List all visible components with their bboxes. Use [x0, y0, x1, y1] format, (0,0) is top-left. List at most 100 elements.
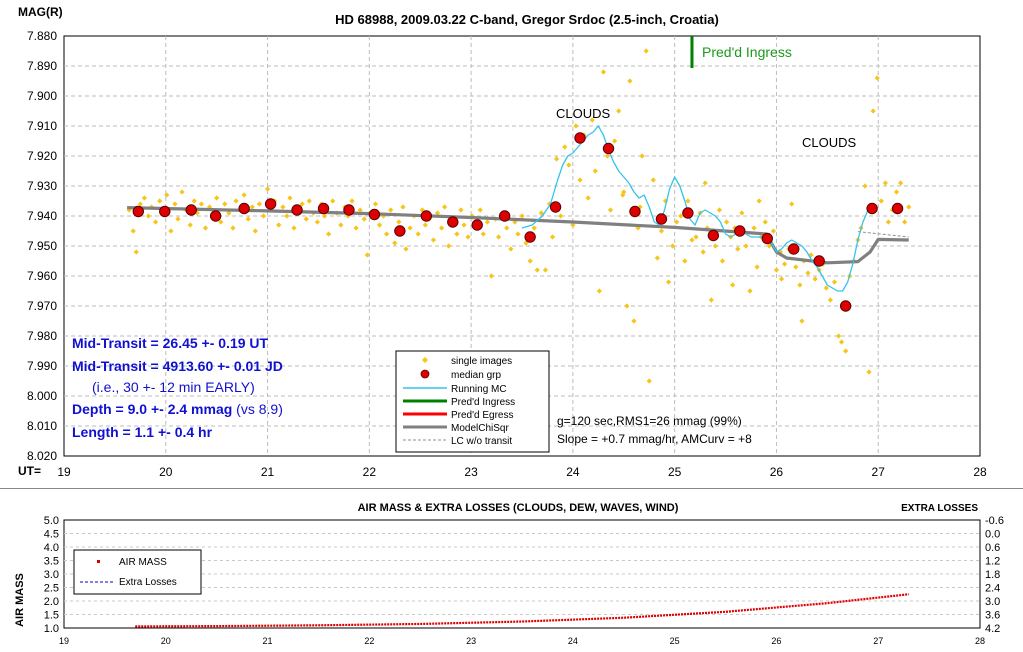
single-image-point: [756, 198, 762, 204]
median-group-point: [394, 225, 406, 237]
median-group-point: [185, 204, 197, 216]
y-tick-labels: 7.880 7.890 7.900 7.910 7.920 7.930 7.940 7.950…: [27, 29, 57, 463]
single-image-point: [226, 210, 232, 216]
single-image-point: [519, 213, 525, 219]
single-image-point: [573, 123, 579, 129]
y-tick-label: 7.880: [27, 29, 57, 43]
single-image-point: [454, 231, 460, 237]
single-image-point: [284, 213, 290, 219]
single-image-point: [570, 222, 576, 228]
single-image-point: [906, 204, 912, 210]
legend-entry: single images: [451, 356, 512, 367]
x-axis-label: UT=: [18, 464, 41, 478]
single-image-point: [407, 225, 413, 231]
single-image-point: [773, 267, 780, 273]
air-legend-entry: AIR MASS: [119, 557, 167, 568]
single-image-point: [422, 222, 428, 228]
median-group-point: [707, 229, 720, 242]
single-image-point: [778, 276, 785, 282]
ingress-label: Pred'd Ingress: [702, 44, 792, 60]
single-image-point: [461, 222, 467, 228]
single-image-point: [566, 162, 572, 168]
single-image-point: [682, 258, 688, 264]
single-image-point: [488, 273, 495, 279]
median-group-point: [682, 207, 694, 219]
median-group-point: [209, 210, 222, 222]
median-group-point: [734, 225, 746, 237]
single-image-point: [252, 228, 258, 234]
single-image-point: [700, 249, 706, 255]
median-group-point: [655, 213, 668, 225]
extra-losses-title: EXTRA LOSSES: [901, 503, 978, 514]
air-x-tick-label: 28: [975, 636, 985, 646]
single-image-point: [527, 258, 533, 264]
y-tick-label: 8.010: [27, 419, 57, 433]
single-image-point: [430, 237, 437, 243]
single-image-point: [678, 213, 684, 219]
single-image-point: [218, 219, 224, 225]
single-image-point: [693, 234, 699, 240]
single-image-point: [264, 186, 271, 192]
single-image-point: [372, 201, 379, 207]
mid-transit-jd: Mid-Transit = 4913.60 +- 0.01 JD: [72, 358, 283, 374]
extra-losses-tick-label: -0.6: [985, 515, 1004, 527]
air-grid-lines: [64, 533, 980, 615]
single-image-point: [747, 288, 753, 294]
single-image-point: [735, 246, 741, 252]
single-image-point: [287, 195, 293, 201]
single-image-point: [276, 222, 282, 228]
single-image-point: [480, 231, 486, 237]
single-image-point: [531, 225, 537, 231]
single-image-point: [303, 216, 309, 222]
single-image-point: [862, 183, 868, 189]
single-image-point: [349, 198, 355, 204]
air-mass-line: [135, 593, 909, 628]
single-image-point: [357, 207, 363, 213]
single-image-point: [321, 213, 328, 219]
single-image-point: [338, 222, 344, 228]
single-image-point: [739, 210, 745, 216]
air-x-tick-label: 22: [364, 636, 374, 646]
extra-losses-tick-label: 1.8: [985, 569, 1000, 581]
single-image-point: [882, 180, 888, 186]
legend-entry: ModelChiSqr: [451, 423, 509, 434]
median-group-point: [574, 132, 586, 144]
single-image-point: [838, 339, 845, 345]
extra-losses-tick-label: 0.6: [985, 542, 1000, 554]
single-image-point: [168, 228, 174, 234]
single-image-point: [762, 219, 768, 225]
single-image-point: [585, 195, 591, 201]
single-image-point: [376, 222, 383, 228]
single-image-point: [241, 192, 247, 198]
single-image-point: [627, 78, 633, 84]
air-y-tick-label: 2.0: [44, 596, 59, 608]
legend-entry: LC w/o transit: [451, 436, 512, 447]
median-group-point: [498, 210, 511, 222]
y-tick-label: 7.990: [27, 359, 57, 373]
median-group-series: [132, 132, 904, 312]
y-tick-label: 7.920: [27, 149, 57, 163]
single-image-point: [438, 225, 445, 231]
clouds-annotation-2: CLOUDS: [802, 135, 857, 150]
legend-entry: Pred'd Ingress: [451, 397, 515, 408]
y-tick-label: 7.890: [27, 59, 57, 73]
single-image-point: [843, 348, 849, 354]
y-tick-label: 7.910: [27, 119, 57, 133]
single-image-point: [592, 168, 598, 174]
single-image-point: [504, 225, 510, 231]
median-group-point: [317, 202, 330, 215]
depth-value: Depth = 9.0 +- 2.4 mmag: [72, 401, 232, 417]
x-tick-label: 28: [973, 465, 987, 479]
extra-losses-tick-label: 4.2: [985, 623, 1000, 635]
single-image-point: [233, 198, 239, 204]
single-image-point: [400, 204, 406, 210]
y-tick-label: 7.900: [27, 89, 57, 103]
early-note: (i.e., 30 +- 12 min EARLY): [92, 379, 255, 395]
median-group-point: [368, 208, 381, 221]
single-image-point: [458, 207, 464, 213]
y-tick-label: 7.960: [27, 269, 57, 283]
air-y-tick-label: 2.5: [44, 583, 59, 595]
single-image-point: [364, 252, 370, 258]
median-group-point: [629, 205, 641, 218]
air-x-tick-labels: 19 20 21 22 23 24 25 26 27 28: [59, 636, 985, 646]
